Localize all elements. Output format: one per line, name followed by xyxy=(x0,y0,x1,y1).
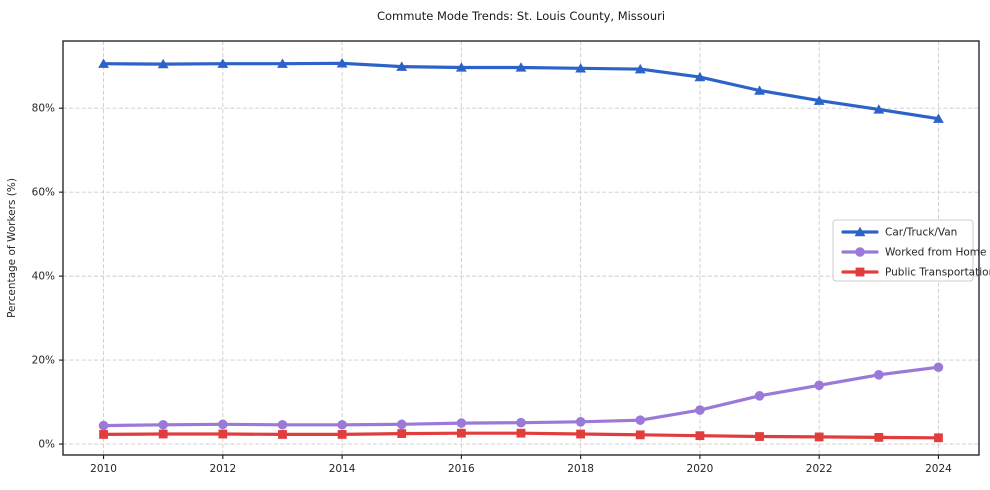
data-point-circle xyxy=(396,419,407,430)
x-tick-label: 2022 xyxy=(806,463,833,475)
x-tick-label: 2018 xyxy=(567,463,594,475)
legend-entry-car-truck-van: Car/Truck/Van xyxy=(841,226,957,239)
x-tick-label: 2014 xyxy=(329,463,356,475)
data-point-triangle xyxy=(455,62,467,72)
plot-border xyxy=(62,40,980,456)
data-point-triangle xyxy=(336,58,348,68)
y-axis-ticks: 0% 20% 40% 60% 80% xyxy=(32,103,63,451)
y-tick-label: 40% xyxy=(32,271,55,283)
legend-entry-public-transportation: Public Transportation xyxy=(841,267,990,279)
data-point-circle xyxy=(337,419,347,430)
data-point-circle xyxy=(635,415,646,425)
y-tick-label: 0% xyxy=(38,439,55,451)
data-point-triangle xyxy=(217,58,229,68)
legend-label: Worked from Home xyxy=(885,247,986,259)
data-point-square xyxy=(397,429,407,438)
data-point-square xyxy=(755,432,764,441)
data-point-circle xyxy=(575,417,586,427)
x-tick-label: 2024 xyxy=(925,463,952,475)
x-tick-label: 2016 xyxy=(448,463,475,475)
data-point-square xyxy=(158,429,168,439)
data-point-square xyxy=(99,430,108,439)
data-point-triangle xyxy=(873,104,885,114)
data-point-triangle xyxy=(933,113,944,123)
data-point-circle xyxy=(277,419,288,430)
data-point-triangle xyxy=(277,58,288,68)
data-point-square xyxy=(934,433,943,443)
data-point-circle xyxy=(98,420,109,431)
legend-box xyxy=(832,219,974,282)
data-point-square xyxy=(874,432,884,442)
data-point-triangle xyxy=(515,62,527,72)
data-point-triangle xyxy=(575,63,587,73)
data-point-circle xyxy=(158,419,168,430)
series-car-truck-van xyxy=(98,58,944,123)
legend-entry-worked-from-home: Worked from Home xyxy=(841,247,986,259)
data-point-triangle xyxy=(396,61,408,71)
data-point-triangle xyxy=(634,63,646,74)
data-point-square xyxy=(635,430,645,440)
data-point-square xyxy=(516,428,526,438)
data-point-square xyxy=(337,430,347,439)
data-point-circle xyxy=(456,418,467,428)
y-tick-label: 20% xyxy=(32,355,55,367)
data-point-square xyxy=(695,431,705,441)
series-line-worked-from-home xyxy=(101,365,941,428)
data-point-circle xyxy=(218,419,228,430)
data-point-square xyxy=(855,267,865,277)
data-point-square xyxy=(456,428,466,438)
x-tick-label: 2010 xyxy=(90,463,117,475)
data-point-square xyxy=(218,429,228,439)
data-point-triangle xyxy=(813,95,825,105)
data-point-square xyxy=(576,429,586,439)
x-tick-label: 2012 xyxy=(209,463,236,475)
data-point-circle xyxy=(855,247,865,257)
data-point-circle xyxy=(695,405,705,415)
data-point-triangle xyxy=(754,85,765,95)
y-axis-label: Percentage of Workers (%) xyxy=(6,178,18,318)
data-point-square xyxy=(814,432,824,442)
data-point-circle xyxy=(874,370,884,380)
legend: Car/Truck/Van Worked from Home Public Tran… xyxy=(832,219,990,282)
data-point-triangle xyxy=(694,71,706,82)
data-point-circle xyxy=(933,362,944,373)
data-point-circle xyxy=(516,417,526,428)
data-series xyxy=(98,58,944,443)
data-point-triangle xyxy=(98,58,109,68)
data-point-square xyxy=(278,430,287,439)
x-tick-label: 2020 xyxy=(687,463,714,475)
series-worked-from-home xyxy=(98,362,944,431)
y-tick-label: 80% xyxy=(32,103,55,115)
data-point-circle xyxy=(754,390,765,401)
y-tick-label: 60% xyxy=(32,187,55,199)
legend-label: Car/Truck/Van xyxy=(885,227,957,239)
series-public-transportation xyxy=(99,428,943,443)
x-axis-ticks: 2010 2012 2014 2016 2018 2020 2022 2024 xyxy=(90,455,952,475)
chart-title: Commute Mode Trends: St. Louis County, M… xyxy=(377,9,665,23)
legend-label: Public Transportation xyxy=(885,267,990,279)
data-point-triangle xyxy=(157,58,169,69)
data-point-triangle xyxy=(854,226,866,237)
data-point-circle xyxy=(814,380,824,391)
